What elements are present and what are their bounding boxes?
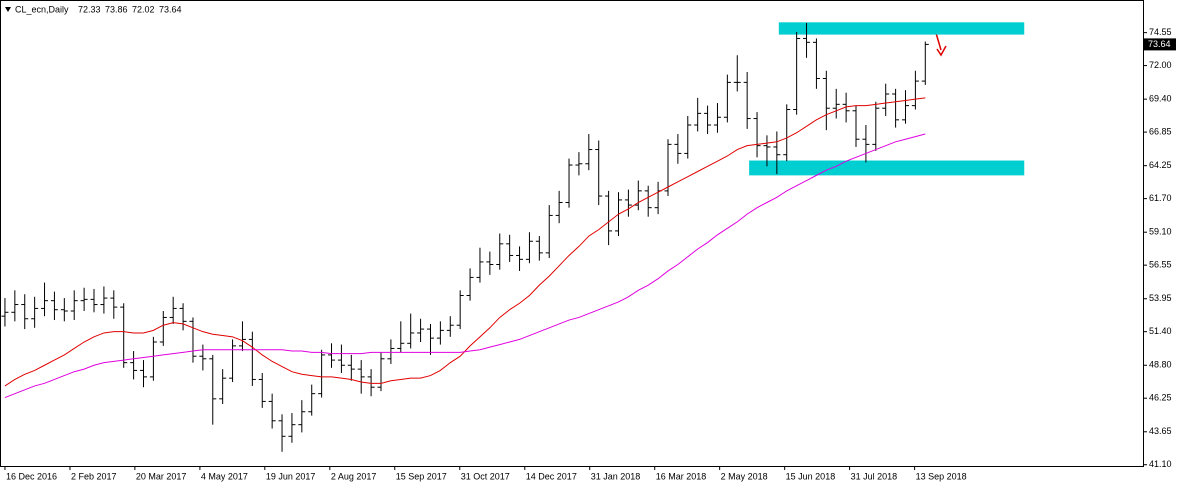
x-tick-label: 2 Feb 2017 [71, 471, 117, 481]
y-tick-label: 66.85 [1149, 126, 1172, 136]
x-tick-label: 15 Sep 2017 [396, 471, 447, 481]
symbol-title: CL_ecn,Daily [15, 4, 69, 14]
plot-frame [0, 0, 1144, 467]
y-tick-label: 43.65 [1149, 426, 1172, 436]
header-value: 72.33 [78, 4, 101, 14]
y-tick-label: 51.40 [1149, 326, 1172, 336]
zone [749, 160, 1025, 176]
y-tick-label: 56.55 [1149, 260, 1172, 270]
y-tick-label: 46.25 [1149, 393, 1172, 403]
x-tick-label: 20 Mar 2017 [136, 471, 187, 481]
arrow-annotation [935, 32, 947, 57]
y-tick-label: 64.25 [1149, 160, 1172, 170]
x-tick-label: 2 May 2018 [721, 471, 768, 481]
y-tick-label: 41.10 [1149, 459, 1172, 469]
zone [778, 22, 1025, 35]
x-tick-label: 31 Jan 2018 [591, 471, 641, 481]
moving-average [4, 133, 926, 399]
x-tick-label: 15 Jun 2018 [786, 471, 836, 481]
x-tick-label: 19 Jun 2017 [266, 471, 316, 481]
x-tick-label: 16 Mar 2018 [656, 471, 707, 481]
x-tick-label: 4 May 2017 [201, 471, 248, 481]
y-tick-label: 53.95 [1149, 293, 1172, 303]
y-tick-label: 74.55 [1149, 27, 1172, 37]
x-tick-label: 31 Jul 2018 [851, 471, 898, 481]
last-price-label: 73.64 [1148, 39, 1171, 49]
moving-average [4, 97, 926, 387]
y-tick-label: 69.40 [1149, 94, 1172, 104]
header-value: 73.86 [105, 4, 128, 14]
header-value: 73.64 [159, 4, 182, 14]
header-value: 72.02 [132, 4, 155, 14]
x-tick-label: 14 Dec 2017 [526, 471, 577, 481]
y-tick-label: 48.80 [1149, 360, 1172, 370]
y-tick-label: 61.70 [1149, 193, 1172, 203]
menu-triangle [5, 7, 11, 12]
x-tick-label: 31 Oct 2017 [461, 471, 510, 481]
x-tick-label: 13 Sep 2018 [916, 471, 967, 481]
x-tick-label: 16 Dec 2016 [6, 471, 57, 481]
x-tick-label: 2 Aug 2017 [331, 471, 377, 481]
y-tick-label: 72.00 [1149, 60, 1172, 70]
y-tick-label: 59.10 [1149, 227, 1172, 237]
header-values: 72.33 73.86 72.02 73.64 [78, 4, 182, 14]
last-price-box [1144, 38, 1176, 51]
